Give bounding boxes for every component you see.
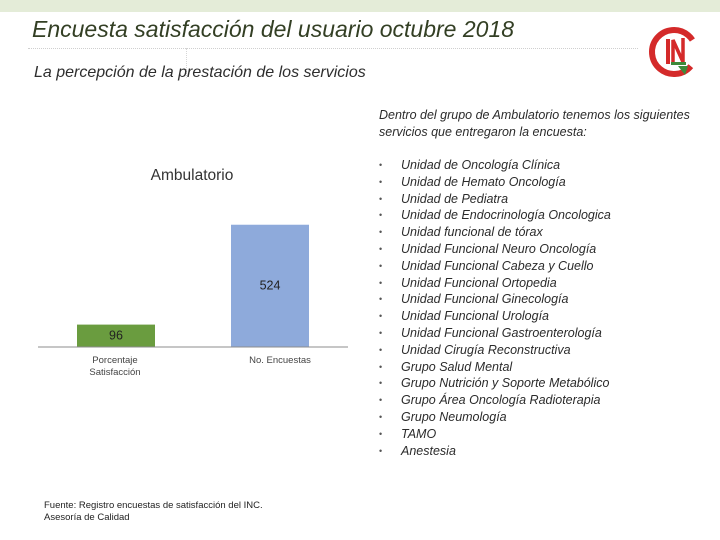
service-name: Grupo Neumología bbox=[401, 409, 507, 424]
list-item: • Grupo Área Oncología Radioterapia bbox=[379, 392, 611, 409]
list-item: • Unidad Funcional Urología bbox=[379, 308, 611, 325]
service-name: Grupo Salud Mental bbox=[401, 359, 513, 374]
bullet-icon: • bbox=[379, 160, 383, 170]
bullet-icon: • bbox=[379, 260, 383, 271]
bullet-icon: • bbox=[379, 193, 383, 204]
bullet-icon: • bbox=[379, 243, 383, 254]
bullet-icon: • bbox=[379, 411, 383, 422]
list-item: • Unidad de Pediatra bbox=[379, 191, 611, 208]
service-name: Grupo Área Oncología Radioterapia bbox=[401, 393, 601, 408]
service-name: Unidad Funcional Neuro Oncología bbox=[401, 241, 597, 256]
service-name: Unidad de Endocrinología Oncologica bbox=[401, 208, 611, 223]
page-title: Encuesta satisfacción del usuario octubr… bbox=[32, 16, 515, 42]
bullet-icon: • bbox=[379, 277, 383, 288]
list-item: • Unidad Cirugía Reconstructiva bbox=[379, 342, 611, 359]
bullet-icon: • bbox=[379, 227, 383, 238]
bullet-icon: • bbox=[379, 361, 383, 372]
intro-text: Dentro del grupo de Ambulatorio tenemos … bbox=[379, 108, 690, 139]
list-item: • Unidad Funcional Gastroenterología bbox=[379, 325, 611, 342]
service-name: Unidad Funcional Cabeza y Cuello bbox=[401, 258, 594, 273]
service-name: Unidad Funcional Gastroenterología bbox=[401, 325, 602, 340]
bullet-icon: • bbox=[379, 176, 383, 187]
service-name: Unidad de Oncología Clínica bbox=[401, 158, 561, 172]
source-note: Fuente: Registro encuestas de satisfacci… bbox=[44, 500, 263, 524]
service-name: Unidad de Hemato Oncología bbox=[401, 174, 566, 189]
list-item: • Unidad funcional de tórax bbox=[379, 224, 611, 241]
service-name: Unidad Funcional Urología bbox=[401, 309, 550, 324]
header-divider bbox=[28, 48, 638, 49]
inc-logo-icon bbox=[649, 27, 699, 77]
list-item: • Grupo Salud Mental bbox=[379, 359, 611, 376]
service-name: Unidad Funcional Ginecología bbox=[401, 292, 569, 307]
bullet-icon: • bbox=[379, 327, 383, 338]
top-band bbox=[0, 0, 720, 12]
bullet-icon: • bbox=[379, 294, 383, 305]
list-item: • Unidad de Oncología Clínica bbox=[379, 157, 611, 174]
service-name: Unidad funcional de tórax bbox=[401, 225, 543, 240]
source-line-1: Fuente: Registro encuestas de satisfacci… bbox=[44, 500, 263, 511]
category-label: Porcentaje bbox=[92, 355, 137, 366]
bullet-icon: • bbox=[379, 428, 383, 439]
bullet-icon: • bbox=[379, 344, 383, 355]
list-item: • Anestesia bbox=[379, 443, 611, 460]
list-item: • Unidad Funcional Cabeza y Cuello bbox=[379, 258, 611, 275]
category-label: No. Encuestas bbox=[249, 355, 311, 366]
list-item: • Unidad Funcional Neuro Oncología bbox=[379, 241, 611, 258]
list-item: • Unidad Funcional Ginecología bbox=[379, 291, 611, 308]
source-line-2: Asesoría de Calidad bbox=[44, 512, 130, 523]
data-label: 96 bbox=[109, 329, 123, 343]
bar-surveys bbox=[231, 224, 309, 347]
bullet-icon: • bbox=[379, 395, 383, 406]
category-label: Satisfacción bbox=[89, 367, 140, 378]
bullet-icon: • bbox=[379, 378, 383, 389]
service-name: Grupo Nutrición y Soporte Metabólico bbox=[401, 376, 610, 391]
service-name: TAMO bbox=[401, 426, 437, 441]
service-name: Unidad Funcional Ortopedia bbox=[401, 275, 557, 290]
list-item: • Unidad de Hemato Oncología bbox=[379, 174, 611, 191]
list-item: • Grupo Neumología bbox=[379, 409, 611, 426]
service-name: Unidad Cirugía Reconstructiva bbox=[401, 342, 571, 357]
bullet-icon: • bbox=[379, 311, 383, 322]
bullet-icon: • bbox=[379, 210, 383, 221]
service-name: Anestesia bbox=[401, 443, 456, 458]
list-item: • Unidad de Endocrinología Oncologica bbox=[379, 207, 611, 224]
chart-title: Ambulatorio bbox=[151, 167, 234, 184]
bullet-icon: • bbox=[379, 445, 383, 456]
list-item: • Unidad Funcional Ortopedia bbox=[379, 275, 611, 292]
service-name: Unidad de Pediatra bbox=[401, 191, 509, 206]
service-list: • Unidad de Oncología Clínica • Unidad de H… bbox=[379, 157, 611, 459]
bar-satisfaction bbox=[77, 324, 155, 347]
list-item: • Grupo Nutrición y Soporte Metabólico bbox=[379, 375, 611, 392]
list-item: • TAMO bbox=[379, 426, 611, 443]
header-side-divider bbox=[186, 48, 187, 78]
page-subtitle: La percepción de la prestación de los se… bbox=[34, 64, 366, 81]
data-label: 524 bbox=[260, 279, 281, 293]
